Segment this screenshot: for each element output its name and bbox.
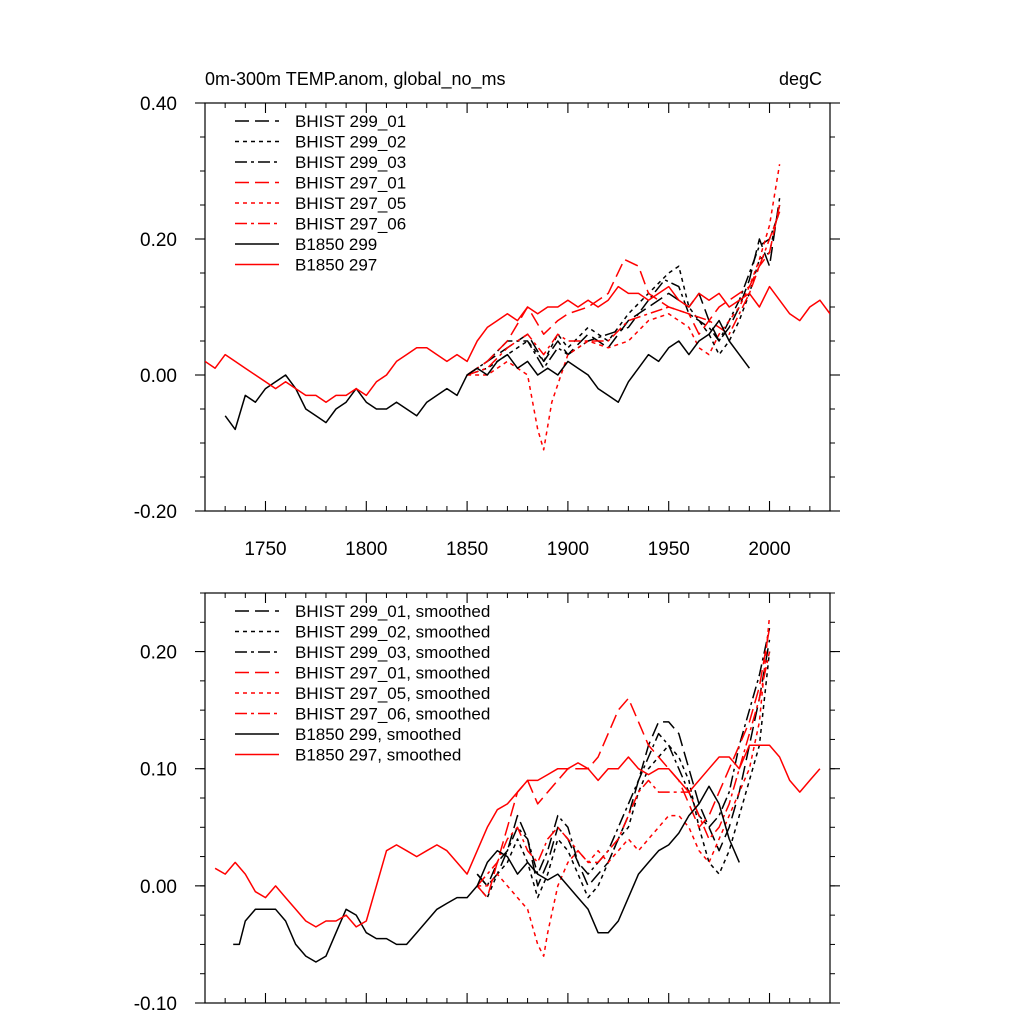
series-line-bhist-297-06 — [466, 211, 781, 376]
series-line-b1850-297 — [205, 285, 830, 403]
series-line-bhist-299-03-smoothed — [476, 627, 771, 887]
y-tick-label: -0.10 — [134, 994, 177, 1015]
units-label: degC — [779, 69, 822, 89]
series-line-b1850-299-smoothed — [233, 785, 740, 963]
series-line-b1850-297-smoothed — [214, 744, 821, 928]
bottom-panel: -0.10 0.00 0.10 0.20 BHIST 299_01, smoothed B… — [134, 592, 840, 1015]
y-tick-label: -0.20 — [134, 502, 177, 523]
legend-label: BHIST 297_06 — [295, 215, 406, 234]
legend-label: BHIST 297_01, smoothed — [295, 664, 490, 683]
series-line-bhist-297-01 — [466, 204, 781, 376]
legend-label: BHIST 299_03, smoothed — [295, 643, 490, 662]
legend-label: B1850 297, smoothed — [295, 746, 461, 765]
top-panel: 0m-300m TEMP.anom, global_no_ms degC 1750 1… — [134, 69, 840, 560]
y-tick-label: 0.10 — [140, 760, 177, 781]
series-line-bhist-297-01-smoothed — [476, 627, 771, 899]
y-tick-label: 0.40 — [140, 94, 177, 115]
y-tick-label: 0.20 — [140, 230, 177, 251]
x-tick-label: 1950 — [648, 539, 690, 560]
series-line-bhist-299-02-smoothed — [476, 651, 771, 899]
x-tick-label: 1850 — [446, 539, 488, 560]
x-tick-label: 1750 — [244, 539, 286, 560]
legend-label: BHIST 299_03 — [295, 153, 406, 172]
series-line-bhist-297-06-smoothed — [476, 651, 771, 887]
y-tick-label: 0.20 — [140, 643, 177, 664]
series-line-bhist-299-02 — [466, 204, 781, 376]
y-tick-label: 0.00 — [140, 366, 177, 387]
legend-label: BHIST 297_05 — [295, 194, 406, 213]
series-line-bhist-297-05-smoothed — [477, 616, 771, 957]
legend-label: B1850 299 — [295, 235, 377, 254]
series-group — [214, 616, 821, 963]
legend-label: B1850 299, smoothed — [295, 725, 461, 744]
series-group — [205, 164, 830, 451]
series-line-b1850-299 — [224, 319, 751, 431]
series-line-bhist-297-05 — [467, 164, 781, 451]
y-tick-label: 0.00 — [140, 877, 177, 898]
legend-label: BHIST 299_01 — [295, 112, 406, 131]
x-tick-label: 1800 — [345, 539, 387, 560]
legend-label: BHIST 299_02 — [295, 133, 406, 152]
legend-label: BHIST 297_06, smoothed — [295, 705, 490, 724]
legend-label: BHIST 299_01, smoothed — [295, 602, 490, 621]
legend-label: BHIST 297_01 — [295, 174, 406, 193]
chart-title: 0m-300m TEMP.anom, global_no_ms — [205, 69, 506, 90]
legend-label: B1850 297 — [295, 256, 377, 275]
legend-label: BHIST 299_02, smoothed — [295, 623, 490, 642]
legend-label: BHIST 297_05, smoothed — [295, 684, 490, 703]
x-tick-label: 1900 — [547, 539, 589, 560]
series-line-bhist-299-01 — [466, 198, 781, 376]
series-line-bhist-299-03 — [466, 211, 781, 376]
x-tick-label: 2000 — [748, 539, 790, 560]
